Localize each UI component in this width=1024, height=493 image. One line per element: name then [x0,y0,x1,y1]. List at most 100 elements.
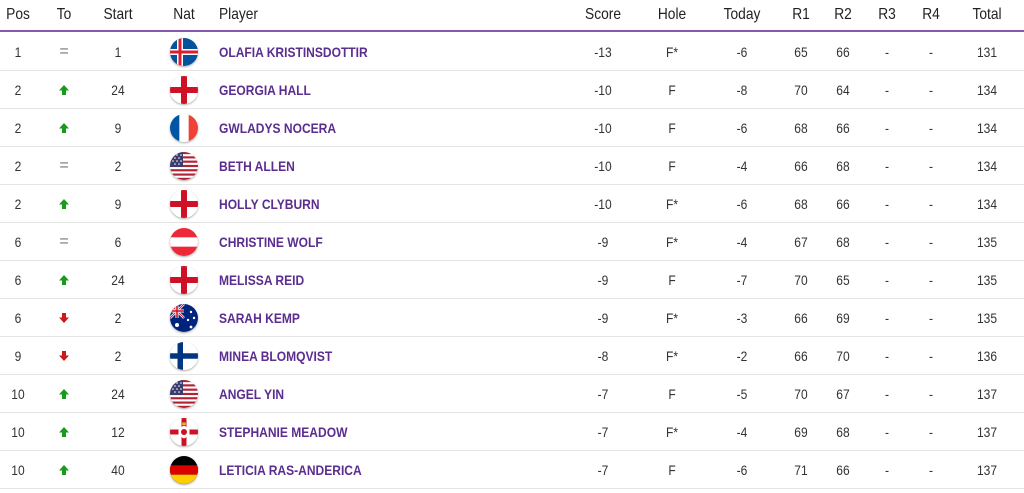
player-name-link[interactable]: OLAFIA KRISTINSDOTTIR [219,33,425,70]
start-cell: 40 [111,461,125,478]
r2-cell: 67 [836,385,850,402]
total-cell: 136 [976,347,998,364]
player-name-link[interactable]: CHRISTINE WOLF [219,223,425,260]
player-name-link[interactable]: MELISSA REID [219,261,425,298]
movement-cell [46,375,82,412]
r3-cell: - [884,119,890,136]
header-nat[interactable]: Nat [173,6,195,23]
start-cell: 2 [114,309,122,326]
pos-cell: 10 [11,423,25,440]
r1-cell: 66 [794,309,808,326]
hole-cell: F [668,157,676,174]
movement-cell [46,185,82,222]
r1-cell: 69 [794,423,808,440]
today-cell: -8 [736,81,748,98]
table-row: 10 40 -7 F -6 71 66 - - 137 LETICIA RAS-ANDERICA [0,451,1024,489]
r4-cell: - [928,157,934,174]
header-r2[interactable]: R2 [834,6,852,23]
r3-cell: - [884,195,890,212]
player-name[interactable]: MINEA BLOMQVIST [219,347,333,364]
score-cell: -9 [597,271,609,288]
arrow-up-icon [59,84,69,95]
header-today[interactable]: Today [723,6,761,23]
header-start[interactable]: Start [103,6,133,23]
player-name-link[interactable]: MINEA BLOMQVIST [219,337,425,374]
start-cell: 1 [114,43,122,60]
player-name[interactable]: OLAFIA KRISTINSDOTTIR [219,43,368,60]
r2-cell: 66 [836,195,850,212]
movement-cell: = [46,147,82,184]
player-name-link[interactable]: GEORGIA HALL [219,71,425,108]
r2-cell: 70 [836,347,850,364]
start-cell: 24 [111,271,125,288]
table-row: 10 24 -7 F -5 70 67 - - 137 ANGEL YIN [0,375,1024,413]
arrow-up-icon [59,122,69,133]
header-r3[interactable]: R3 [878,6,896,23]
no-change-icon: = [59,232,69,250]
iceland-flag-icon [170,38,198,66]
start-cell: 12 [111,423,125,440]
today-cell: -2 [736,347,748,364]
pos-cell: 2 [14,119,22,136]
today-cell: -6 [736,195,748,212]
hole-cell: F* [665,347,679,364]
today-cell: -4 [736,233,748,250]
player-name[interactable]: BETH ALLEN [219,157,295,174]
start-cell: 6 [114,233,122,250]
r1-cell: 65 [794,43,808,60]
header-player[interactable]: Player [219,6,259,23]
r3-cell: - [884,347,890,364]
player-name[interactable]: ANGEL YIN [219,385,285,402]
player-name[interactable]: SARAH KEMP [219,309,300,326]
r4-cell: - [928,347,934,364]
player-name[interactable]: GWLADYS NOCERA [219,119,337,136]
start-cell: 9 [114,119,122,136]
r2-cell: 69 [836,309,850,326]
player-name[interactable]: GEORGIA HALL [219,81,311,98]
start-cell: 9 [114,195,122,212]
movement-cell [46,337,82,374]
score-cell: -8 [597,347,609,364]
player-name-link[interactable]: ANGEL YIN [219,375,425,412]
arrow-up-icon [59,274,69,285]
header-r4[interactable]: R4 [922,6,940,23]
today-cell: -6 [736,119,748,136]
r4-cell: - [928,119,934,136]
hole-cell: F [668,271,676,288]
table-row: 2 24 -10 F -8 70 64 - - 134 GEORGIA HALL [0,71,1024,109]
header-hole[interactable]: Hole [657,6,687,23]
player-name[interactable]: CHRISTINE WOLF [219,233,323,250]
hole-cell: F* [665,43,679,60]
player-name-link[interactable]: LETICIA RAS-ANDERICA [219,451,425,488]
england-flag-icon [170,76,198,104]
player-name-link[interactable]: GWLADYS NOCERA [219,109,425,146]
start-cell: 2 [114,157,122,174]
player-name-link[interactable]: HOLLY CLYBURN [219,185,425,222]
arrow-down-icon [59,312,69,323]
header-score[interactable]: Score [585,6,621,23]
r3-cell: - [884,157,890,174]
northern-ireland-flag-icon [170,418,198,446]
header-to[interactable]: To [56,6,72,23]
finland-flag-icon [170,342,198,370]
header-pos[interactable]: Pos [6,6,30,23]
score-cell: -9 [597,233,609,250]
player-name-link[interactable]: STEPHANIE MEADOW [219,413,425,450]
r1-cell: 66 [794,347,808,364]
player-name-link[interactable]: SARAH KEMP [219,299,425,336]
player-name[interactable]: HOLLY CLYBURN [219,195,320,212]
r1-cell: 70 [794,81,808,98]
pos-cell: 9 [14,347,22,364]
player-name[interactable]: LETICIA RAS-ANDERICA [219,461,362,478]
movement-cell [46,109,82,146]
player-name[interactable]: STEPHANIE MEADOW [219,423,348,440]
table-row: 6 2 -9 F* -3 66 69 - - 135 SARAH KEMP [0,299,1024,337]
pos-cell: 10 [11,385,25,402]
header-total[interactable]: Total [972,6,1002,23]
score-cell: -10 [594,119,612,136]
hole-cell: F* [665,195,679,212]
player-name[interactable]: MELISSA REID [219,271,305,288]
player-name-link[interactable]: BETH ALLEN [219,147,425,184]
header-r1[interactable]: R1 [792,6,810,23]
